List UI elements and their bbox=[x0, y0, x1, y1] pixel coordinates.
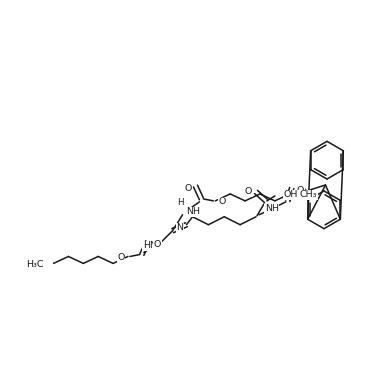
Text: H₃C: H₃C bbox=[26, 260, 44, 269]
Text: O: O bbox=[218, 197, 226, 206]
Text: N: N bbox=[176, 223, 184, 232]
Text: O: O bbox=[118, 253, 125, 262]
Text: HN: HN bbox=[143, 241, 157, 250]
Text: O: O bbox=[154, 240, 161, 249]
Text: H: H bbox=[177, 198, 184, 207]
Text: O: O bbox=[297, 187, 304, 196]
Text: O: O bbox=[300, 188, 308, 197]
Text: CH₃: CH₃ bbox=[300, 190, 317, 200]
Text: O: O bbox=[244, 187, 252, 197]
Text: O: O bbox=[184, 184, 191, 193]
Text: NH: NH bbox=[186, 207, 201, 216]
Text: NH: NH bbox=[265, 204, 279, 213]
Text: OH: OH bbox=[284, 190, 298, 200]
